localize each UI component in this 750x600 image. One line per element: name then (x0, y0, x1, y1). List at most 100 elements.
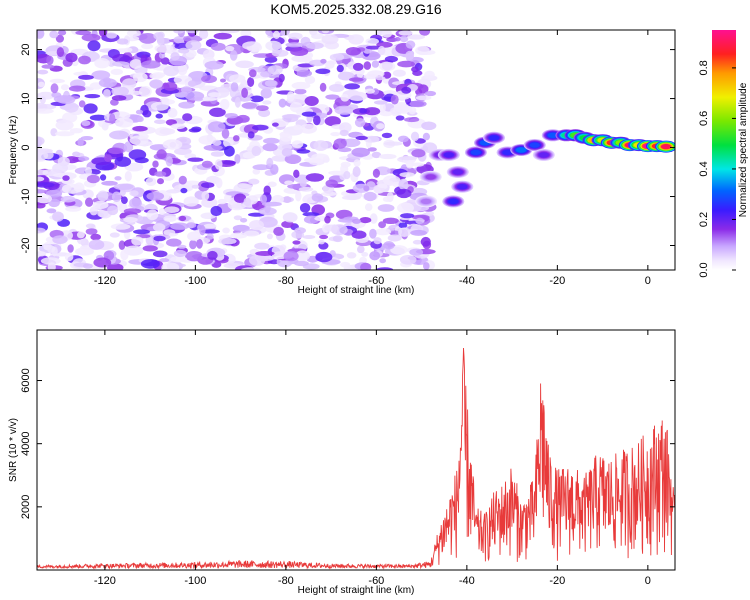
signal-point (415, 195, 438, 208)
noise-blob (54, 131, 75, 137)
noise-blob (123, 47, 133, 53)
noise-blob (162, 139, 183, 150)
noise-blob (376, 123, 385, 130)
noise-blob (210, 151, 225, 157)
noise-blob (340, 161, 351, 168)
noise-blob (129, 190, 139, 197)
noise-blob (97, 210, 109, 218)
y-tick-label: 2000 (20, 495, 32, 519)
noise-blob (353, 159, 361, 167)
noise-blob (235, 60, 254, 69)
noise-blob (396, 188, 412, 199)
noise-blob (354, 118, 366, 128)
noise-blob (37, 189, 48, 194)
noise-blob (159, 258, 170, 263)
noise-blob (345, 47, 361, 56)
noise-blob (394, 37, 401, 42)
noise-blob (319, 234, 329, 240)
noise-blob (149, 73, 157, 79)
noise-blob (325, 179, 338, 188)
noise-blob (397, 60, 415, 68)
noise-blob (72, 151, 81, 157)
y-tick-label: -10 (20, 189, 32, 205)
noise-blob (273, 30, 280, 39)
noise-blob (382, 71, 392, 79)
noise-blob (398, 30, 413, 36)
noise-blob (94, 58, 110, 69)
noise-blob (37, 227, 46, 234)
noise-blob (328, 170, 346, 176)
noise-blob (55, 34, 64, 43)
noise-blob (258, 108, 271, 118)
noise-blob (242, 41, 262, 51)
noise-blob (64, 252, 74, 262)
noise-blob (121, 196, 128, 204)
noise-blob (224, 193, 232, 203)
noise-blob (111, 86, 129, 97)
noise-blob (114, 176, 122, 181)
noise-blob (399, 35, 409, 43)
noise-blob (265, 40, 282, 51)
noise-blob (340, 94, 350, 102)
noise-blob (364, 203, 373, 212)
noise-blob (421, 121, 437, 131)
noise-blob (142, 245, 158, 252)
x-tick-label: -100 (184, 575, 206, 587)
noise-blob (311, 193, 324, 202)
noise-blob (139, 86, 152, 97)
noise-blob (109, 130, 129, 140)
noise-blob (215, 177, 223, 189)
noise-blob (133, 229, 150, 235)
colorbar-tick-label: 0.6 (698, 111, 710, 126)
noise-blob (293, 260, 309, 267)
signal-point (523, 139, 546, 152)
noise-blob (69, 128, 83, 134)
colorbar-tick-label: 0.4 (698, 161, 710, 176)
noise-blob (67, 244, 74, 253)
noise-blob (152, 160, 159, 168)
noise-blob (210, 42, 226, 51)
noise-blob (101, 180, 118, 186)
noise-blob (294, 88, 307, 95)
noise-blob (369, 251, 381, 261)
x-tick-label: -120 (94, 275, 116, 287)
noise-blob (139, 33, 157, 44)
noise-blob (217, 198, 227, 205)
noise-blob (255, 255, 275, 262)
noise-blob (183, 196, 199, 207)
noise-blob (173, 30, 185, 34)
noise-blob (92, 200, 109, 210)
noise-blob (295, 191, 302, 202)
noise-blob (288, 32, 303, 40)
noise-blob (51, 92, 62, 98)
signal-point (451, 180, 474, 193)
noise-blob (170, 222, 190, 230)
noise-blob (110, 99, 119, 106)
noise-blob (82, 263, 93, 269)
noise-blob (311, 153, 329, 161)
noise-blob (321, 34, 339, 45)
noise-blob (86, 174, 100, 184)
noise-blob (85, 166, 92, 176)
noise-blob (123, 208, 142, 215)
noise-blob (73, 182, 85, 193)
noise-blob (37, 69, 49, 75)
noise-blob (302, 212, 320, 217)
noise-blob (207, 121, 226, 133)
noise-blob (174, 147, 192, 156)
noise-blob (140, 259, 160, 269)
noise-blob (407, 34, 425, 40)
noise-blob (178, 101, 195, 109)
noise-blob (161, 262, 180, 270)
noise-blob (281, 114, 301, 119)
noise-blob (389, 230, 400, 236)
y-tick-label: 0 (20, 144, 32, 150)
noise-blob (137, 116, 144, 123)
noise-blob (83, 103, 98, 114)
noise-blob (111, 191, 122, 203)
noise-blob (166, 238, 182, 247)
noise-blob (285, 42, 304, 48)
noise-blob (411, 149, 426, 158)
noise-blob (372, 168, 380, 178)
